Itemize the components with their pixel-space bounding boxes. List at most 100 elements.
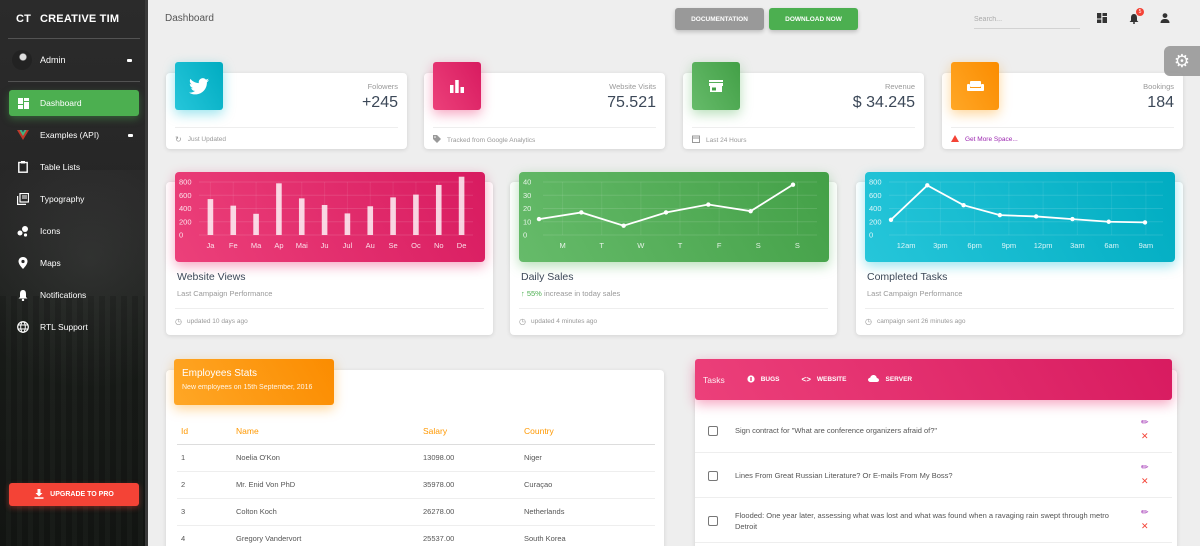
sidebar-edge	[145, 0, 148, 546]
clock-icon: ◷	[175, 317, 182, 326]
logo[interactable]: CT CREATIVE TIM	[0, 0, 148, 38]
svg-text:Ap: Ap	[274, 241, 283, 250]
line-chart: 0 10 20 30 40 M T W T F S S	[519, 172, 829, 262]
search-input[interactable]	[974, 11, 1080, 29]
column-header[interactable]: Salary	[419, 418, 520, 445]
close-icon[interactable]: ✕	[1141, 431, 1149, 441]
svg-text:Au: Au	[366, 241, 375, 250]
line-chart: 0 200 400 600 800 12am 3pm 6pm 9pm 12pm 3am 6am 9am	[865, 172, 1175, 262]
upgrade-label: UPGRADE TO PRO	[50, 491, 114, 498]
svg-text:No: No	[434, 241, 444, 250]
close-icon[interactable]: ✕	[1141, 476, 1149, 486]
svg-text:12pm: 12pm	[1034, 241, 1053, 250]
chart-subtitle-text: increase in today sales	[541, 289, 621, 298]
clock-icon: ◷	[519, 317, 526, 326]
sidebar: CT CREATIVE TIM Admin Dashboard Examples…	[0, 0, 148, 546]
logo-text: CREATIVE TIM	[40, 13, 120, 25]
sidebar-item-examples-api[interactable]: Examples (API)	[9, 122, 139, 148]
language-icon	[17, 321, 29, 333]
stat-label: Website Visits	[609, 82, 656, 91]
column-header[interactable]: Country	[520, 418, 655, 445]
sidebar-item-table-lists[interactable]: Table Lists	[9, 154, 139, 180]
download-now-button[interactable]: DOWNLOAD NOW	[769, 8, 858, 30]
employees-table: Id Name Salary Country 1 Noelia O'Kon 13…	[177, 418, 655, 546]
website-views-chart: 0 200 400 600 800 Ja Fe Ma Ap Mai Ju Jul Au Se Oc No De	[179, 176, 473, 250]
task-checkbox[interactable]	[708, 470, 718, 481]
chart-card-completed-tasks: 0 200 400 600 800 12am 3pm 6pm 9pm 12pm 3am 6am 9am …	[856, 172, 1183, 335]
sidebar-item-notifications[interactable]: Notifications	[9, 282, 139, 308]
column-header[interactable]: Name	[232, 418, 419, 445]
chart-title: Daily Sales	[521, 271, 574, 283]
vue-logo-icon	[17, 129, 29, 141]
caret-icon	[128, 133, 133, 137]
table-row[interactable]: 1 Noelia O'Kon 13098.00 Niger	[177, 444, 655, 472]
chart-title: Website Views	[177, 271, 246, 283]
upgrade-to-pro-button[interactable]: UPGRADE TO PRO	[9, 483, 139, 506]
svg-text:W: W	[637, 241, 645, 250]
cell-country: Netherlands	[520, 498, 655, 526]
dashboard-icon	[17, 97, 29, 109]
column-header[interactable]: Id	[177, 418, 232, 445]
svg-text:Fe: Fe	[229, 241, 238, 250]
stat-card-bookings: Bookings 184 Get More Space...	[942, 62, 1183, 149]
cell-id: 4	[177, 525, 232, 546]
code-icon: <>	[801, 375, 811, 384]
chart-title: Completed Tasks	[867, 271, 948, 283]
edit-icon[interactable]: ✏	[1141, 417, 1149, 427]
divider	[8, 38, 140, 39]
tab-bugs[interactable]: BUGS	[747, 374, 780, 385]
tasks-label: Tasks	[703, 374, 725, 385]
stat-card-website-visits: Website Visits 75.521 Tracked from Googl…	[424, 62, 665, 149]
task-checkbox[interactable]	[708, 515, 718, 526]
dashboard-icon[interactable]	[1096, 12, 1108, 24]
bubble-chart-icon	[17, 225, 29, 237]
sidebar-item-typography[interactable]: Typography	[9, 186, 139, 212]
chart-footer-text: updated 4 minutes ago	[530, 318, 598, 325]
stat-value: 184	[1147, 94, 1174, 111]
sidebar-item-icons[interactable]: Icons	[9, 218, 139, 244]
cell-salary: 26278.00	[419, 498, 520, 526]
store-icon	[692, 62, 740, 110]
get-more-space-link[interactable]: Get More Space...	[965, 136, 1018, 143]
chart-footer-text: updated 10 days ago	[186, 318, 248, 325]
tab-label: BUGS	[760, 376, 780, 383]
sidebar-item-dashboard[interactable]: Dashboard	[9, 90, 139, 116]
edit-icon[interactable]: ✏	[1141, 462, 1149, 472]
svg-text:T: T	[678, 241, 683, 250]
user-menu[interactable]: Admin	[0, 39, 148, 81]
task-item: Lines From Great Russian Literature? Or …	[695, 454, 1172, 498]
topbar: Dashboard DOCUMENTATION DOWNLOAD NOW 5	[148, 0, 1200, 40]
documentation-button[interactable]: DOCUMENTATION	[675, 8, 764, 30]
tab-website[interactable]: <> WEBSITE	[802, 375, 847, 384]
cell-name: Colton Koch	[232, 498, 419, 526]
divider	[8, 81, 140, 82]
close-icon[interactable]: ✕	[1141, 521, 1149, 531]
stat-footer: Last 24 Hours	[692, 127, 915, 145]
task-checkbox[interactable]	[708, 425, 718, 436]
employees-header: Employees Stats New employees on 15th Se…	[174, 359, 334, 405]
table-row[interactable]: 2 Mr. Enid Von PhD 35978.00 Curaçao	[177, 471, 655, 499]
sidebar-item-label: Examples (API)	[40, 130, 100, 140]
table-row[interactable]: 4 Gregory Vandervort 25537.00 South Kore…	[177, 525, 655, 546]
svg-text:600: 600	[179, 191, 192, 200]
bug-icon	[747, 374, 755, 385]
person-icon[interactable]	[1159, 12, 1171, 24]
chart-footer-text: campaign sent 26 minutes ago	[876, 318, 966, 325]
tab-label: SERVER	[885, 376, 913, 383]
bell-icon	[17, 289, 29, 301]
tasks-header: Tasks BUGS <> WEBSITE SERVER	[695, 359, 1172, 400]
tab-server[interactable]: SERVER	[868, 375, 912, 384]
twitter-icon	[175, 62, 223, 110]
settings-gear-icon[interactable]: ⚙	[1164, 46, 1200, 76]
daily-sales-chart: 0 10 20 30 40 M T W T F S S	[523, 178, 817, 250]
svg-text:S: S	[756, 241, 761, 250]
svg-text:De: De	[457, 241, 467, 250]
sidebar-item-rtl-support[interactable]: RTL Support	[9, 314, 139, 340]
sidebar-item-maps[interactable]: Maps	[9, 250, 139, 276]
svg-text:S: S	[795, 241, 800, 250]
stat-value: +245	[361, 94, 398, 111]
chart-subtitle: Last Campaign Performance	[177, 289, 273, 298]
table-row[interactable]: 3 Colton Koch 26278.00 Netherlands	[177, 498, 655, 526]
notifications-icon[interactable]: 5	[1128, 8, 1144, 24]
edit-icon[interactable]: ✏	[1141, 507, 1149, 517]
